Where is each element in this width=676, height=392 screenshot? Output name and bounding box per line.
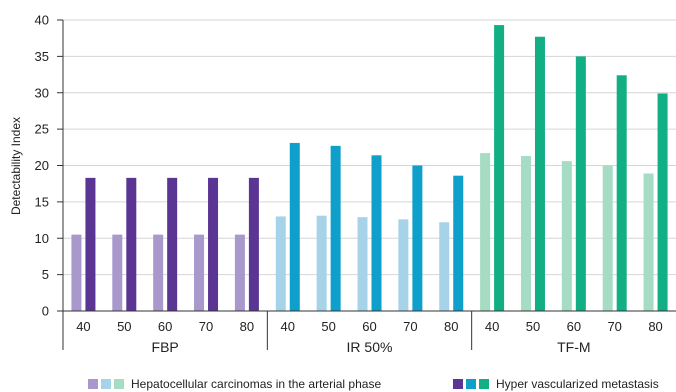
bar — [616, 75, 627, 311]
bar — [275, 216, 286, 311]
x-tick-label: 80 — [240, 319, 254, 334]
bar — [71, 234, 82, 311]
legend-swatch — [453, 379, 463, 389]
y-tick-labels: 0 5 10 15 20 25 30 35 40 — [35, 13, 49, 319]
x-tick-label: 40 — [76, 319, 90, 334]
y-tick-label: 0 — [42, 304, 49, 319]
x-tick-label: 40 — [485, 319, 499, 334]
group-label: TF-M — [557, 339, 590, 355]
x-tick-label: 70 — [607, 319, 621, 334]
x-tick-label: 80 — [648, 319, 662, 334]
x-tick-label: 60 — [362, 319, 376, 334]
y-tick-label: 20 — [35, 158, 49, 173]
x-tick-label: 50 — [321, 319, 335, 334]
y-axis-label: Detectability Index — [9, 117, 23, 215]
legend-item-metastasis: Hyper vascularized metastasis — [453, 377, 659, 391]
bar — [153, 234, 164, 311]
legend-swatch — [466, 379, 476, 389]
x-tick-label: 60 — [158, 319, 172, 334]
y-tick-label: 10 — [35, 231, 49, 246]
bar — [234, 234, 245, 311]
bar — [126, 177, 137, 311]
x-tick-label: 70 — [199, 319, 213, 334]
legend-item-hcc: Hepatocellular carcinomas in the arteria… — [88, 377, 381, 391]
legend: Hepatocellular carcinomas in the arteria… — [88, 377, 676, 392]
bar — [248, 177, 259, 311]
bar — [85, 177, 96, 311]
y-tick-label: 25 — [35, 122, 49, 137]
x-tick-label: 50 — [526, 319, 540, 334]
x-tick-label: 60 — [567, 319, 581, 334]
x-tick-labels: 40 50 60 70 80 40 50 60 70 80 40 50 60 70 80 — [76, 319, 663, 334]
bar — [480, 153, 491, 311]
detectability-bar-chart: 0 5 10 15 20 25 30 35 40 40 50 60 70 80 40 50 60 70 80 40 5… — [9, 13, 676, 355]
legend-label: Hyper vascularized metastasis — [496, 377, 659, 391]
bar — [494, 25, 505, 312]
bar — [112, 234, 123, 311]
group-labels: FBP IR 50% TF-M — [152, 339, 591, 355]
grid-lines — [63, 19, 676, 276]
axes — [57, 19, 676, 350]
bar — [330, 145, 341, 311]
bar — [208, 177, 219, 311]
bar — [520, 156, 531, 311]
legend-swatch — [114, 379, 124, 389]
bar — [602, 165, 613, 311]
bar — [316, 215, 327, 311]
bar — [357, 217, 368, 311]
group-label: FBP — [152, 339, 179, 355]
group-label: IR 50% — [347, 339, 393, 355]
bar — [194, 234, 205, 311]
bar — [643, 173, 654, 311]
bar — [561, 161, 572, 311]
x-tick-label: 80 — [444, 319, 458, 334]
x-tick-label: 40 — [281, 319, 295, 334]
bar — [657, 93, 668, 311]
bar — [289, 142, 300, 311]
bar — [398, 219, 409, 311]
bar — [453, 175, 464, 311]
bar — [575, 56, 586, 311]
bar — [412, 165, 423, 311]
bar — [371, 155, 382, 311]
y-tick-label: 15 — [35, 194, 49, 209]
y-tick-label: 40 — [35, 13, 49, 28]
bar — [439, 222, 450, 311]
legend-swatch — [479, 379, 489, 389]
bar — [167, 177, 178, 311]
legend-swatch — [101, 379, 111, 389]
legend-swatch — [88, 379, 98, 389]
x-tick-label: 70 — [403, 319, 417, 334]
bars — [71, 25, 668, 312]
x-tick-label: 50 — [117, 319, 131, 334]
y-tick-label: 30 — [35, 85, 49, 100]
y-tick-label: 35 — [35, 49, 49, 64]
legend-label: Hepatocellular carcinomas in the arteria… — [131, 377, 382, 391]
y-tick-label: 5 — [42, 267, 49, 282]
bar — [534, 36, 545, 312]
